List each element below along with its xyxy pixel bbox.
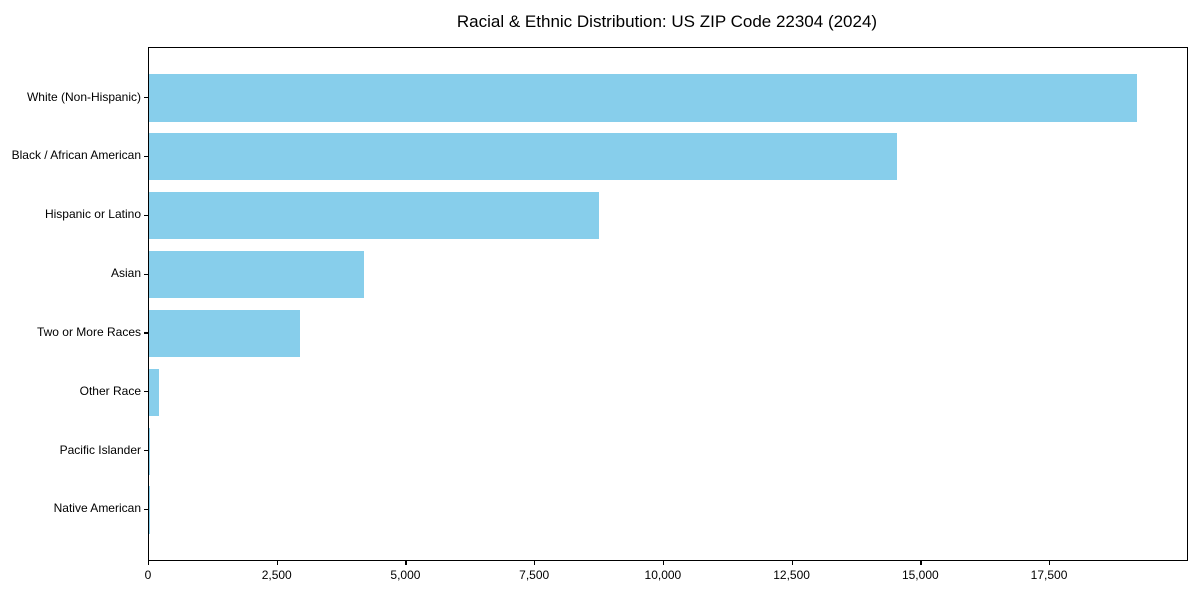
- x-axis-tick-label: 7,500: [519, 568, 550, 582]
- x-axis-tick: [920, 561, 922, 565]
- y-axis-tick: [144, 508, 148, 511]
- chart-title: Racial & Ethnic Distribution: US ZIP Cod…: [456, 12, 878, 31]
- bar: [149, 251, 364, 299]
- x-axis-tick: [662, 561, 665, 565]
- bar: [149, 427, 151, 475]
- y-axis-tick: [144, 450, 148, 452]
- x-axis-tick-label: 12,500: [773, 568, 810, 582]
- bar: [149, 133, 898, 181]
- y-axis-tick-label: White (Non-Hispanic): [26, 89, 141, 104]
- x-axis-tick: [148, 561, 150, 565]
- y-axis-tick: [144, 97, 148, 99]
- bar: [149, 309, 300, 357]
- y-axis-tick-label: Two or More Races: [36, 324, 141, 339]
- x-axis-tick-label: 0: [144, 568, 152, 582]
- x-axis-tick: [791, 561, 793, 565]
- x-axis-tick-label: 15,000: [901, 568, 939, 582]
- y-axis-tick-label: Other Race: [79, 383, 141, 398]
- x-axis-tick: [1049, 561, 1051, 565]
- x-axis-tick: [534, 561, 536, 565]
- y-axis-tick: [144, 214, 148, 216]
- bar: [149, 74, 1138, 122]
- y-axis-tick: [144, 391, 148, 393]
- y-axis-tick-label: Native American: [53, 501, 141, 516]
- x-axis-tick-label: 5,000: [390, 568, 421, 582]
- bar: [149, 192, 599, 240]
- x-axis-tick: [405, 561, 407, 565]
- bar: [149, 486, 150, 534]
- x-axis-tick: [276, 561, 278, 565]
- y-axis-tick-label: Asian: [110, 266, 141, 281]
- x-axis-tick-label: 2,500: [261, 568, 292, 582]
- x-axis-tick-label: 10,000: [644, 568, 682, 582]
- y-axis-tick: [144, 332, 148, 334]
- y-axis-tick-label: Pacific Islander: [59, 442, 141, 457]
- bar: [149, 368, 160, 416]
- y-axis-tick: [144, 155, 148, 158]
- y-axis-tick: [144, 273, 148, 275]
- x-axis-tick-label: 17,500: [1030, 568, 1068, 582]
- y-axis-tick-label: Black / African American: [11, 148, 141, 163]
- plot-area: [148, 47, 1188, 561]
- y-axis-tick-label: Hispanic or Latino: [44, 207, 141, 222]
